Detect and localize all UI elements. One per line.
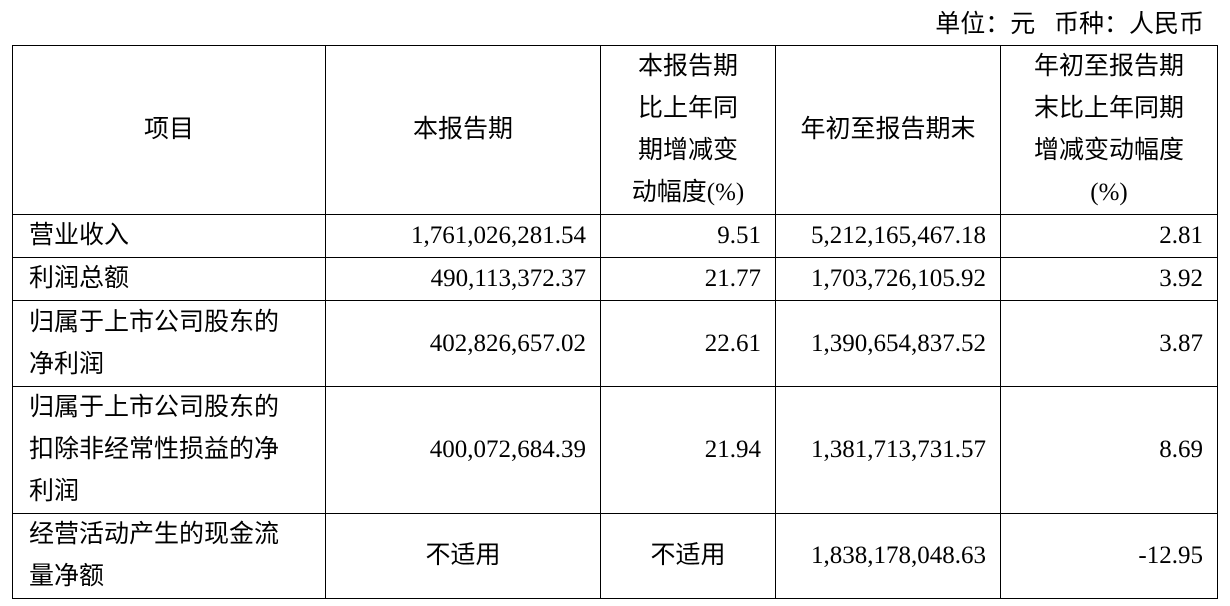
current-change-value: 不适用: [600, 513, 776, 599]
current-period-value: 400,072,684.39: [325, 386, 601, 514]
current-change-value: 9.51: [600, 214, 776, 258]
row-label: 归属于上市公司股东的 净利润: [12, 300, 326, 387]
table-row: 归属于上市公司股东的 净利润 402,826,657.02 22.61 1,39…: [12, 300, 1218, 387]
current-period-value: 490,113,372.37: [325, 257, 601, 301]
header-current-change: 本报告期 比上年同 期增减变 动幅度(%): [600, 45, 776, 215]
financial-summary-table: 项目 本报告期 本报告期 比上年同 期增减变 动幅度(%) 年初至报告期末 年初…: [12, 45, 1218, 599]
ytd-change-value: 3.87: [1000, 300, 1218, 387]
ytd-change-value: 8.69: [1000, 386, 1218, 514]
current-period-value: 1,761,026,281.54: [325, 214, 601, 258]
ytd-change-value: 3.92: [1000, 257, 1218, 301]
ytd-change-value: 2.81: [1000, 214, 1218, 258]
row-label: 利润总额: [12, 257, 326, 301]
current-change-value: 21.77: [600, 257, 776, 301]
ytd-value: 1,838,178,048.63: [775, 513, 1001, 599]
table-row: 经营活动产生的现金流 量净额 不适用 不适用 1,838,178,048.63 …: [12, 513, 1218, 599]
current-period-value: 不适用: [325, 513, 601, 599]
table-row: 利润总额 490,113,372.37 21.77 1,703,726,105.…: [12, 257, 1218, 301]
table-row: 营业收入 1,761,026,281.54 9.51 5,212,165,467…: [12, 214, 1218, 258]
ytd-change-value: -12.95: [1000, 513, 1218, 599]
header-row: 项目 本报告期 本报告期 比上年同 期增减变 动幅度(%) 年初至报告期末 年初…: [12, 45, 1218, 215]
header-ytd-change: 年初至报告期 末比上年同期 增减变动幅度 (%): [1000, 45, 1218, 215]
table-row: 归属于上市公司股东的 扣除非经常性损益的净 利润 400,072,684.39 …: [12, 386, 1218, 514]
current-change-value: 22.61: [600, 300, 776, 387]
current-change-value: 21.94: [600, 386, 776, 514]
header-current-period: 本报告期: [325, 45, 601, 215]
row-label: 营业收入: [12, 214, 326, 258]
ytd-value: 1,390,654,837.52: [775, 300, 1001, 387]
unit-currency-note: 单位：元 币种：人民币: [935, 11, 1204, 38]
current-period-value: 402,826,657.02: [325, 300, 601, 387]
row-label: 归属于上市公司股东的 扣除非经常性损益的净 利润: [12, 386, 326, 514]
row-label: 经营活动产生的现金流 量净额: [12, 513, 326, 599]
header-item: 项目: [12, 45, 326, 215]
ytd-value: 1,381,713,731.57: [775, 386, 1001, 514]
ytd-value: 5,212,165,467.18: [775, 214, 1001, 258]
ytd-value: 1,703,726,105.92: [775, 257, 1001, 301]
header-ytd: 年初至报告期末: [775, 45, 1001, 215]
